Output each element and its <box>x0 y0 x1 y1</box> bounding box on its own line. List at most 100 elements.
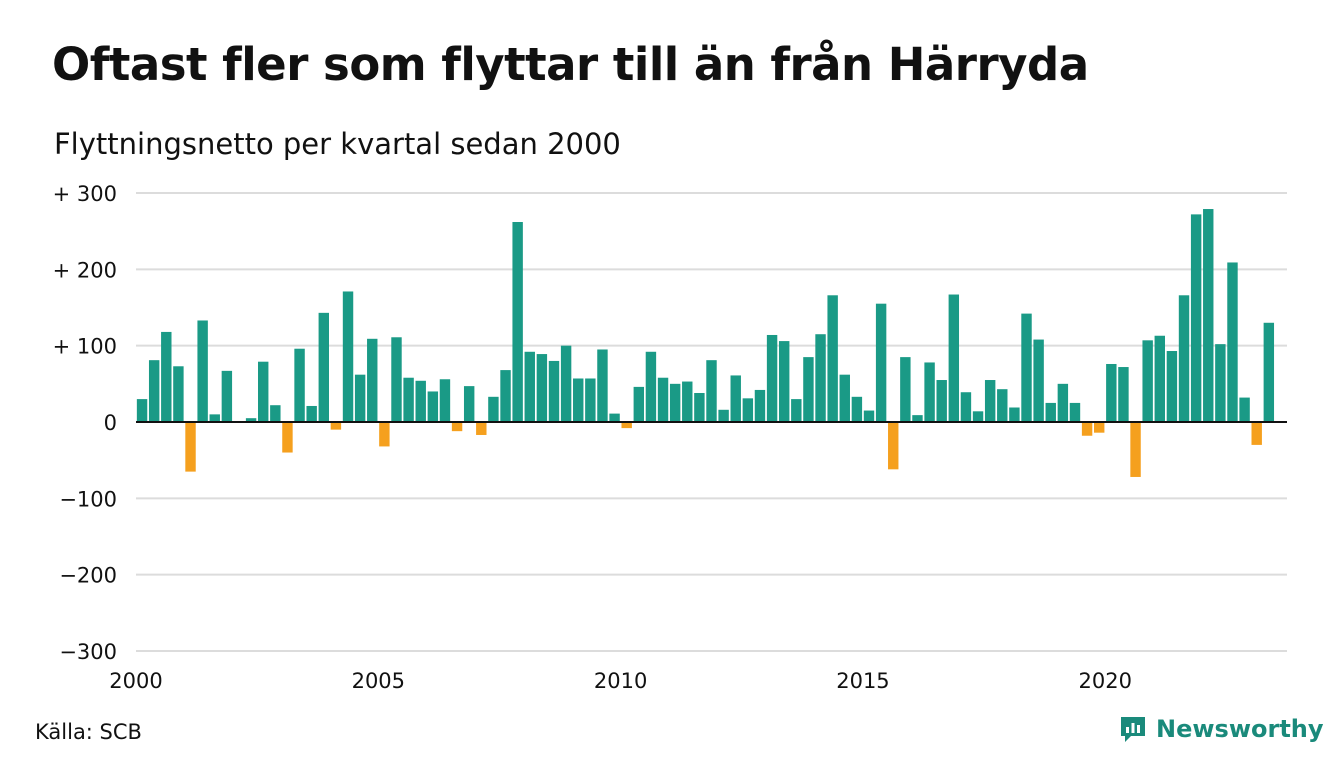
bar <box>984 380 996 422</box>
bar <box>791 399 802 422</box>
newsworthy-logo[interactable]: Newsworthy <box>1118 714 1324 744</box>
bar <box>354 374 366 422</box>
bar <box>197 320 208 422</box>
bar <box>924 362 935 422</box>
y-tick-label: −300 <box>59 640 117 664</box>
x-tick-label: 2005 <box>352 669 405 693</box>
bar <box>778 341 790 422</box>
bar <box>1045 402 1056 422</box>
bar <box>1069 402 1081 422</box>
bar <box>645 351 657 422</box>
x-tick-label: 2015 <box>836 669 889 693</box>
bar <box>1227 262 1238 422</box>
bar <box>148 360 160 422</box>
gridlines <box>136 192 1287 652</box>
bar <box>1178 295 1190 422</box>
bar <box>245 418 257 422</box>
bar <box>597 349 608 422</box>
bar <box>136 399 148 422</box>
bar <box>427 391 439 422</box>
bar <box>888 422 899 470</box>
x-tick-label: 2020 <box>1079 669 1132 693</box>
bar <box>633 386 645 422</box>
bar <box>1251 422 1262 445</box>
bar <box>621 422 632 429</box>
bar <box>379 422 390 447</box>
bar <box>270 405 281 422</box>
bar <box>294 348 305 422</box>
bar <box>524 351 535 422</box>
bar <box>282 422 293 453</box>
bar <box>1215 344 1226 422</box>
bar <box>258 361 269 422</box>
bar <box>451 422 463 432</box>
bar <box>1021 313 1032 422</box>
bar <box>1203 209 1214 422</box>
y-tick-label: −200 <box>59 564 117 588</box>
bar <box>742 398 754 422</box>
bar <box>573 378 584 422</box>
bar <box>209 414 220 422</box>
bar <box>1033 339 1044 422</box>
bar <box>1081 422 1093 436</box>
y-tick-label: −100 <box>59 487 117 511</box>
bar <box>512 222 523 422</box>
bar <box>718 409 729 422</box>
bar <box>912 415 923 422</box>
bar <box>185 422 196 472</box>
y-tick-label: + 100 <box>53 335 117 359</box>
bar <box>1009 407 1020 422</box>
bar <box>766 334 778 422</box>
bar <box>875 303 887 422</box>
bar <box>173 366 184 422</box>
bar <box>730 375 741 422</box>
bar <box>839 374 850 422</box>
bar <box>306 405 317 422</box>
bar <box>669 383 681 422</box>
bar <box>900 357 911 422</box>
bar <box>221 370 233 422</box>
bar <box>851 396 863 422</box>
bar <box>318 312 330 422</box>
bar <box>609 413 620 422</box>
bar <box>1263 322 1275 422</box>
bar <box>548 360 560 422</box>
brand-name: Newsworthy <box>1156 715 1324 743</box>
bar <box>694 392 705 422</box>
bar <box>960 392 972 422</box>
bar <box>1190 214 1202 422</box>
bar <box>1130 422 1141 477</box>
bar <box>536 354 548 422</box>
bar <box>1142 340 1153 422</box>
bar <box>1154 335 1165 422</box>
bar <box>1057 383 1069 422</box>
bar <box>391 337 402 422</box>
bars <box>136 209 1275 477</box>
chart-subtitle: Flyttningsnetto per kvartal sedan 2000 <box>54 127 621 161</box>
bar <box>439 379 451 422</box>
bar <box>803 357 814 422</box>
x-tick-label: 2010 <box>594 669 647 693</box>
bar <box>1239 397 1250 422</box>
bar <box>342 291 354 422</box>
bar <box>585 378 596 422</box>
bar <box>1118 367 1129 422</box>
bar <box>972 411 984 422</box>
bar <box>330 422 342 430</box>
bar <box>997 389 1008 422</box>
bar <box>1106 363 1117 422</box>
chart-title: Oftast fler som flyttar till än från Här… <box>52 38 1089 91</box>
bar <box>657 377 669 422</box>
bar <box>488 396 499 422</box>
bar <box>936 380 947 422</box>
bar <box>415 380 426 422</box>
bar <box>367 338 378 422</box>
bar <box>682 381 693 422</box>
newsworthy-logo-icon <box>1121 717 1145 742</box>
bar <box>463 386 475 422</box>
bar <box>706 360 717 422</box>
bar <box>476 422 487 435</box>
x-axis-labels: 2000 2005 2010 2015 2020 <box>109 669 1132 693</box>
bar <box>1093 422 1105 433</box>
